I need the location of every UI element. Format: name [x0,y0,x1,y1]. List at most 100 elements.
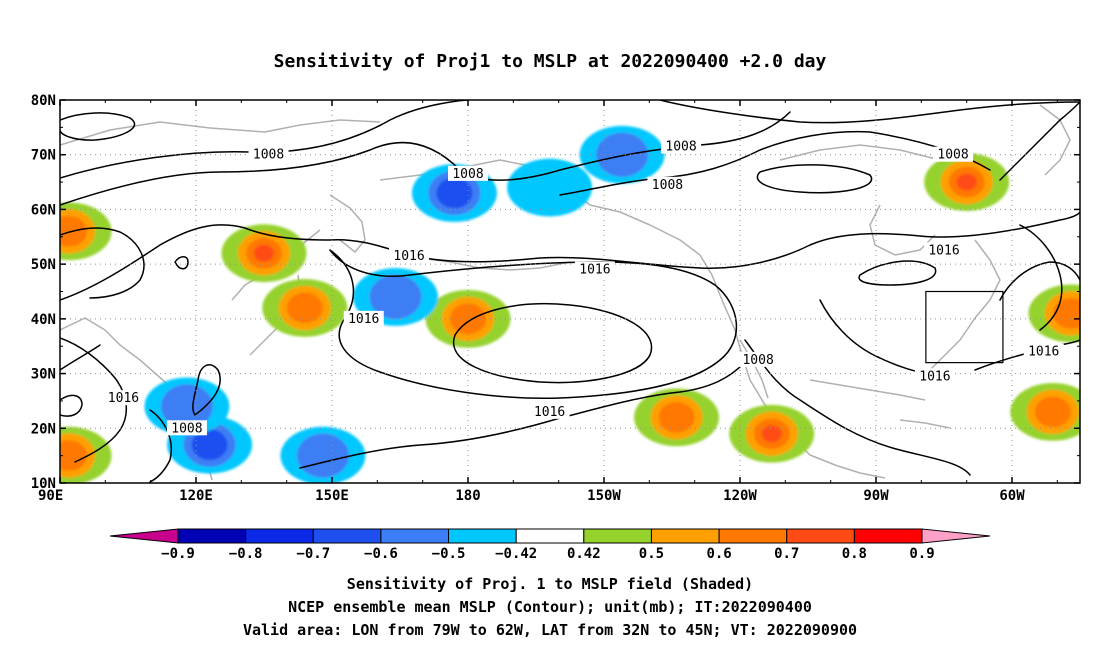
contour-label-c12: 1016 [529,403,570,420]
contour-label-bg [924,242,964,258]
lat-label: 40N [31,312,56,328]
contour-label-text: 1016 [579,263,610,278]
colorbar-bin [853,528,923,544]
lon-label: 90W [863,488,889,504]
figure-title: Sensitivity of Proj1 to MSLP at 20220904… [274,51,827,72]
sensitivity-region-s14 [507,158,593,217]
colorbar-bin [718,528,788,544]
sensitivity-region-s6 [425,289,511,348]
contour-label-text: 1008 [253,148,284,163]
contour-line [999,261,1080,301]
colorbar-high-end [921,528,991,544]
coastline-gulf-mexico [809,379,926,401]
sensitivity-level-fill [254,244,274,262]
sensitivity-region-s1 [221,224,307,283]
sensitivity-region-s8 [729,404,815,463]
contour-line [174,256,189,270]
sensitivity-level-fill [658,402,695,433]
colorbar-label: 0.5 [639,546,664,562]
contour-label-c15: 1016 [1023,343,1064,360]
lat-label: 20N [31,421,56,437]
contour-label-text: 1016 [393,249,424,264]
colorbar-bin [245,528,314,544]
colorbar-bin [380,528,450,544]
sensitivity-level-fill [191,429,228,461]
sensitivity-region-s13 [579,125,665,184]
colorbar-label: −0.9 [161,546,195,562]
contour-label-text: 1008 [665,140,696,155]
contour-line [452,303,653,384]
contour-label-bg [166,420,207,436]
contour-label-bg [389,247,430,263]
valid-area-box [925,290,1004,364]
lat-label: 30N [31,367,56,383]
contour-label-text: 1016 [1028,345,1059,360]
colorbar-bin [448,528,517,544]
sensitivity-region-s17 [280,426,366,483]
contour-line [1019,224,1063,331]
contour-label-text: 1008 [937,148,968,163]
lat-label: 50N [31,257,56,273]
contour-line [60,211,1080,301]
contour-label-c14: 1016 [914,368,955,384]
sensitivity-level-fill [956,173,977,191]
coastline-north-america-east [929,239,1001,371]
contour-line [192,364,221,416]
contour-line [149,409,172,483]
lat-label: 70N [31,148,56,164]
colorbar-label: 0.42 [567,546,601,562]
colorbar-label: −0.6 [364,546,398,562]
contour-label-text: 1016 [534,405,565,420]
contour-labels: 1008 1008 1008 1008 1008 1016 1016 1016 1016 1016… [103,138,1064,436]
sensitivity-level-fill [507,158,593,217]
colorbar: −0.9 −0.8 −0.7 −0.6 −0.5 −0.42 0.42 0.5 0.6 0.7 0.… [109,528,991,562]
sensitivity-level-fill [296,433,349,478]
sensitivity-level-fill [1034,396,1071,428]
caption-line-2: NCEP ensemble mean MSLP (Contour); unit(… [288,598,812,616]
colorbar-bin [515,528,585,544]
contour-label-text: 1008 [652,178,683,193]
contour-label-bg [647,176,688,192]
sensitivity-region-s7 [634,388,720,447]
sensitivity-region-s4 [60,426,112,483]
colorbar-bin [177,528,247,544]
lat-label: 10N [31,476,56,492]
contour-label-bg [343,310,384,326]
coastline-hudson-bay [869,204,936,256]
contour-label-text: 1016 [919,369,950,384]
contour-label-c2: 1008 [448,165,488,182]
contour-line [999,101,1080,181]
contour-line [744,339,971,476]
contour-label-bg [1023,343,1064,359]
contour-line [329,249,737,399]
lat-label: 80N [31,93,56,109]
coastline-central-america [809,454,886,479]
caption: Sensitivity of Proj. 1 to MSLP field (Sh… [243,575,857,639]
lon-label: 150E [315,488,349,504]
sensitivity-level-fill [761,425,782,443]
contour-line [659,100,1080,124]
lat-label: 60N [31,202,56,218]
coastline-kamchatka [329,194,366,253]
lon-label: 120W [723,488,757,504]
contour-label-text: 1016 [108,391,139,406]
sensitivity-level-fill [160,384,213,429]
contour-label-bg [738,351,779,367]
sensitivity-level-fill [286,292,323,324]
sensitivity-level-fill [369,274,422,320]
contour-label-text: 1016 [348,312,379,327]
contour-label-bg [529,403,570,419]
contour-label-c9: 1016 [343,310,384,327]
contour-label-bg [448,165,488,181]
colorbar-label: 0.7 [774,546,799,562]
coastline-siberia [60,119,381,146]
colorbar-label: 0.8 [842,546,867,562]
coastline-baja [739,339,769,399]
colorbar-bin [583,528,652,544]
contour-line [858,260,937,286]
contour-label-c4: 1008 [647,176,688,193]
contour-label-c13: 1008 [738,351,779,368]
colorbar-label: 0.6 [706,546,731,562]
contour-label-bg [574,261,615,277]
